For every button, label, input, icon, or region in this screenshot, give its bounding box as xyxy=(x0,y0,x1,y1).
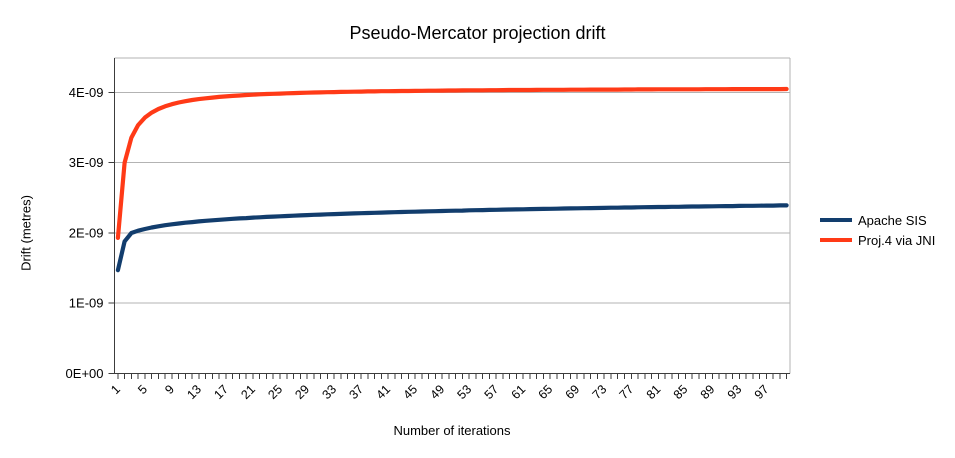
x-tick-label: 37 xyxy=(346,382,366,402)
legend-label-proj4: Proj.4 via JNI xyxy=(858,232,936,248)
y-tick-label: 2E-09 xyxy=(69,225,104,240)
x-tick-label: 57 xyxy=(482,382,502,402)
y-tick-label: 4E-09 xyxy=(69,85,104,100)
x-tick-label: 29 xyxy=(292,382,312,402)
x-tick-label: 93 xyxy=(725,382,745,402)
x-tick-label: 65 xyxy=(536,382,556,402)
y-tick-label: 1E-09 xyxy=(69,296,104,311)
x-tick-label: 61 xyxy=(509,382,529,402)
x-tick-label: 49 xyxy=(428,382,448,402)
x-tick-label: 17 xyxy=(211,382,231,402)
y-tick-label: 0E+00 xyxy=(66,366,104,381)
y-axis-title: Drift (metres) xyxy=(18,195,34,271)
x-tick-label: 1 xyxy=(108,382,123,397)
y-tick-label: 3E-09 xyxy=(69,155,104,170)
chart-title: Pseudo-Mercator projection drift xyxy=(349,23,606,43)
x-tick-label: 89 xyxy=(698,382,718,402)
series-line-proj-4-via-jni xyxy=(115,86,789,240)
x-tick-label: 73 xyxy=(590,382,610,402)
x-tick-label: 77 xyxy=(617,382,637,402)
x-tick-label: 33 xyxy=(319,382,339,402)
legend: Apache SIS Proj.4 via JNI xyxy=(820,210,935,250)
legend-item-proj4: Proj.4 via JNI xyxy=(820,230,935,250)
x-tick-label: 41 xyxy=(373,382,393,402)
x-tick-label: 69 xyxy=(563,382,583,402)
legend-item-apache-sis: Apache SIS xyxy=(820,210,935,230)
x-tick-label: 5 xyxy=(135,382,150,397)
x-tick-label: 9 xyxy=(162,382,177,397)
x-tick-label: 85 xyxy=(671,382,691,402)
x-axis-title: Number of iterations xyxy=(393,423,511,438)
series-line-apache-sis xyxy=(115,203,789,273)
legend-line-marker-proj4 xyxy=(820,238,852,242)
x-tick-label: 25 xyxy=(265,382,285,402)
x-tick-label: 97 xyxy=(752,382,772,402)
x-tick-label: 53 xyxy=(455,382,475,402)
legend-line-marker-apache-sis xyxy=(820,218,852,222)
x-tick-label: 45 xyxy=(400,382,420,402)
x-tick-label: 81 xyxy=(644,382,664,402)
x-tick-label: 13 xyxy=(184,382,204,402)
x-tick-label: 21 xyxy=(238,382,258,402)
legend-label-apache-sis: Apache SIS xyxy=(858,212,927,228)
